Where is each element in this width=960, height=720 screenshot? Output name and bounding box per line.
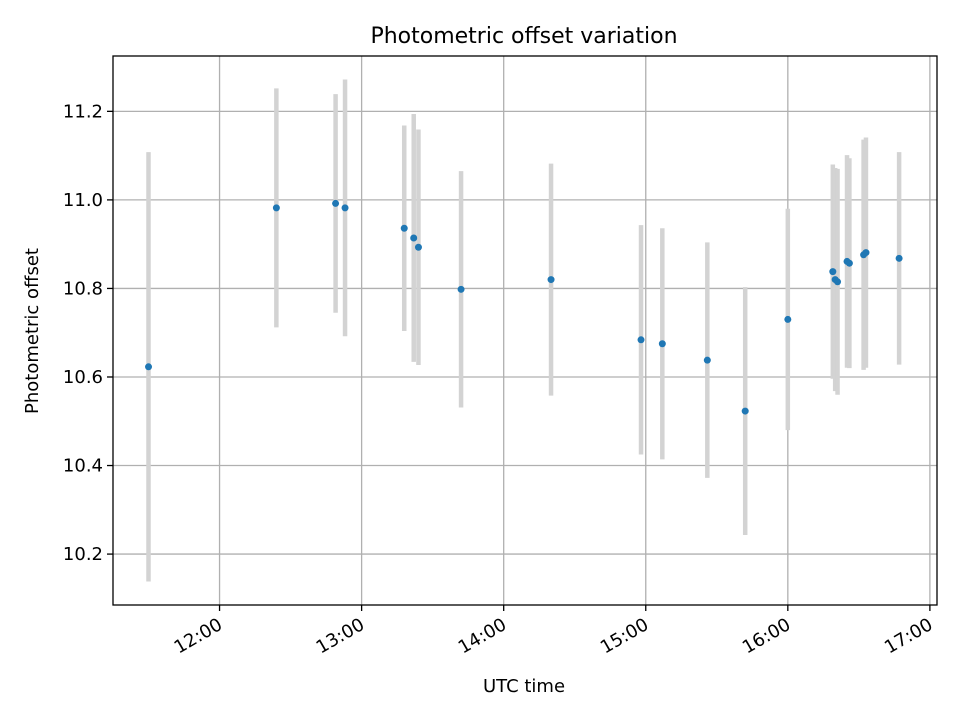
y-tick-label: 10.8 <box>63 278 103 299</box>
data-point <box>637 336 645 344</box>
data-point <box>703 356 711 364</box>
y-tick-label: 10.2 <box>63 544 103 565</box>
data-point <box>784 315 792 323</box>
data-point <box>834 278 842 286</box>
data-point <box>410 234 418 242</box>
y-tick-label: 11.2 <box>63 101 103 122</box>
data-point <box>845 259 853 267</box>
point-layer <box>145 199 903 415</box>
data-point <box>457 285 465 293</box>
data-point <box>400 224 408 232</box>
data-point <box>895 254 903 262</box>
data-point <box>658 340 666 348</box>
y-tick-label: 10.4 <box>63 456 103 477</box>
y-axis-title: Photometric offset <box>22 248 43 414</box>
data-point <box>547 276 555 284</box>
data-point <box>332 199 340 207</box>
data-point <box>862 249 870 257</box>
data-point <box>741 407 749 415</box>
data-point <box>145 363 153 371</box>
y-tick-label: 10.6 <box>63 367 103 388</box>
data-point <box>414 243 422 251</box>
data-point <box>272 204 280 212</box>
x-axis-title: UTC time <box>483 676 565 697</box>
y-tick-label: 11.0 <box>63 190 103 211</box>
data-point <box>341 204 349 212</box>
chart-title: Photometric offset variation <box>370 24 677 49</box>
data-point <box>829 268 837 276</box>
plot-frame <box>112 55 938 606</box>
